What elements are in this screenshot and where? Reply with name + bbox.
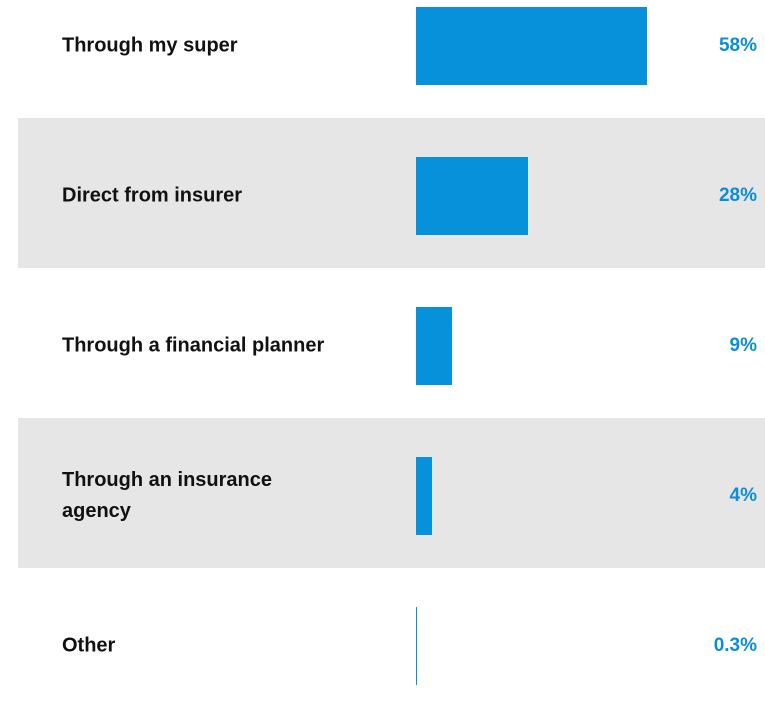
bar	[416, 307, 452, 385]
row: Through a financial planner 9%	[18, 268, 765, 418]
bar	[416, 457, 432, 535]
category-label: Through a financial planner	[62, 334, 325, 357]
category-label: Through an insurance agency	[62, 469, 273, 522]
category-label: Direct from insurer	[62, 184, 243, 207]
bar	[416, 7, 647, 85]
page: {"chart_data": {"type": "bar", "orientat…	[18, 0, 765, 685]
category-label: Other	[62, 634, 116, 657]
row: Other 0.3%	[18, 568, 765, 718]
row: Through my super 58%	[18, 0, 765, 118]
value-label: 0.3%	[713, 635, 757, 656]
value-label: 4%	[729, 485, 757, 506]
row: Direct from insurer 28%	[18, 118, 765, 268]
bar	[416, 607, 418, 685]
value-label: 28%	[718, 185, 757, 206]
row: Through an insurance agency 4%	[18, 418, 765, 568]
value-label: 58%	[718, 35, 757, 56]
value-label: 9%	[729, 335, 757, 356]
bar	[416, 157, 528, 235]
category-label: Through my super	[62, 34, 238, 57]
